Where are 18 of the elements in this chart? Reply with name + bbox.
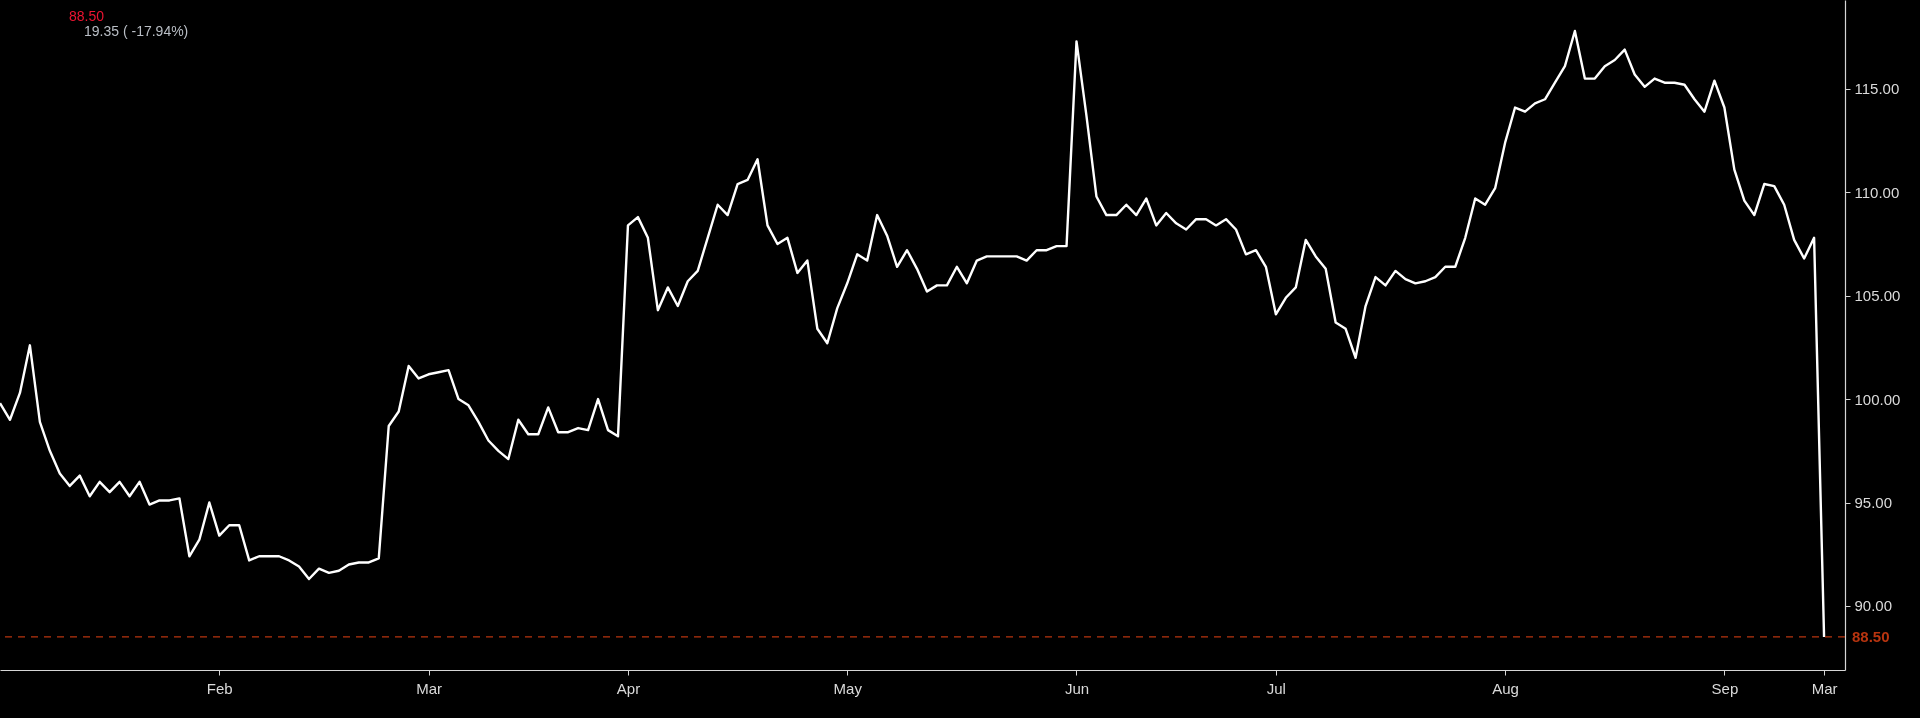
y-tick-label: 105.00 — [1854, 287, 1901, 305]
annotation: 19.35 ( -17.94%) — [84, 23, 189, 39]
ref-line-label: 88.50 — [1852, 627, 1890, 645]
x-tick-label: May — [833, 679, 863, 697]
y-tick-label: 110.00 — [1854, 183, 1900, 201]
x-tick-label: Mar — [1811, 679, 1838, 697]
y-tick-label: 100.00 — [1854, 390, 1901, 408]
x-tick-label: Jul — [1266, 679, 1286, 697]
annotation: 88.50 — [69, 8, 105, 24]
x-tick-label: Jun — [1064, 679, 1090, 697]
y-tick-label: 95.00 — [1854, 494, 1893, 511]
x-tick-label: Aug — [1492, 679, 1519, 697]
x-tick-label: Sep — [1711, 679, 1739, 697]
y-tick-label: 115.00 — [1854, 80, 1900, 98]
x-tick-label: Apr — [616, 679, 641, 697]
x-tick-label: Feb — [206, 679, 233, 697]
y-tick-label: 90.00 — [1854, 597, 1893, 615]
x-tick-label: Mar — [416, 679, 443, 697]
